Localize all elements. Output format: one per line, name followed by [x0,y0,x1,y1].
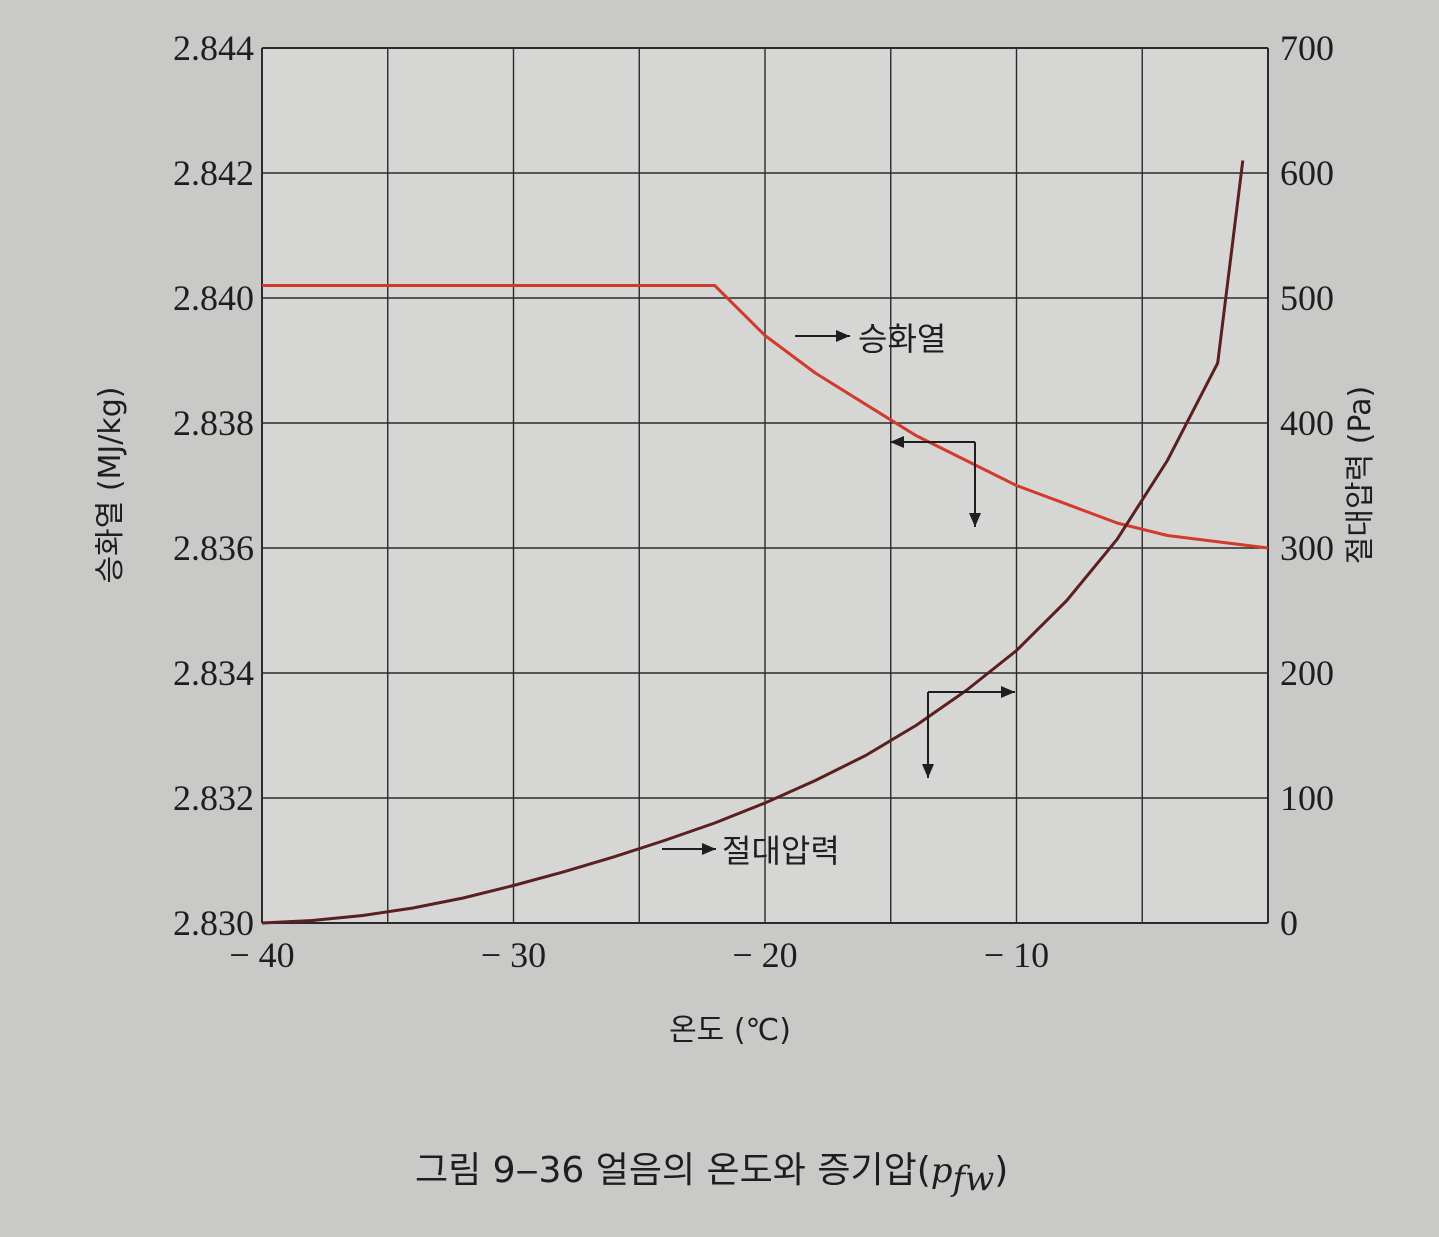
y-axis-right-title: 절대압력 (Pa) [1343,386,1378,564]
axis-guide-arrow-down-1-head [969,513,981,527]
y-right-tick-label: 300 [1280,528,1334,568]
series-line-absolute-pressure [261,160,1245,925]
y-axis-left-title: 승화열 (MJ/kg) [93,387,128,584]
caption-suffix: ) [994,1150,1008,1191]
annotations: 승화열 절대압력 [662,320,1015,870]
y-left-tick-label: 2.834 [173,653,254,693]
axis-guide-arrow-right-head [1001,686,1015,698]
annotation-absolute-pressure: 절대압력 [722,832,840,870]
y-right-tick-label: 600 [1280,153,1334,193]
y-left-tick-label: 2.838 [173,403,254,443]
x-tick-label: − 40 [229,935,294,975]
y-left-tick-label: 2.840 [173,278,254,318]
x-tick-label: − 30 [481,935,546,975]
series [261,160,1269,925]
y-right-tick-label: 100 [1280,778,1334,818]
y-right-tick-label: 400 [1280,403,1334,443]
y-right-tick-label: 500 [1280,278,1334,318]
caption-prefix: 그림 9‒36 얼음의 온도와 증기압( [415,1150,931,1191]
annotation-arrow-sublimation-heat-head [836,330,850,342]
ticks: 2.830 2.832 2.834 2.836 2.838 2.840 2.842 2.844… [173,28,1334,975]
y-left-tick-label: 2.844 [173,28,254,68]
x-tick-label: − 20 [732,935,797,975]
annotation-arrow-absolute-pressure-head [702,843,716,855]
y-left-tick-label: 2.836 [173,528,254,568]
y-right-tick-label: 200 [1280,653,1334,693]
y-right-tick-label: 700 [1280,28,1334,68]
y-left-tick-label: 2.830 [173,903,254,943]
x-tick-label: − 10 [984,935,1049,975]
axis-guide-arrow-left-head [890,436,904,448]
annotation-sublimation-heat: 승화열 [858,320,946,358]
figure-caption: 그림 9‒36 얼음의 온도와 증기압(pfw) [415,1150,1008,1199]
axis-guide-arrow-down-2-head [922,764,934,778]
y-left-tick-label: 2.842 [173,153,254,193]
x-axis-title: 온도 (℃) [669,1013,791,1048]
caption-variable: p [931,1151,953,1191]
grid [261,47,1269,924]
y-left-tick-label: 2.832 [173,778,254,818]
series-line-sublimation-heat [262,284,1269,550]
caption-subscript: fw [950,1159,995,1199]
y-right-tick-label: 0 [1280,903,1298,943]
